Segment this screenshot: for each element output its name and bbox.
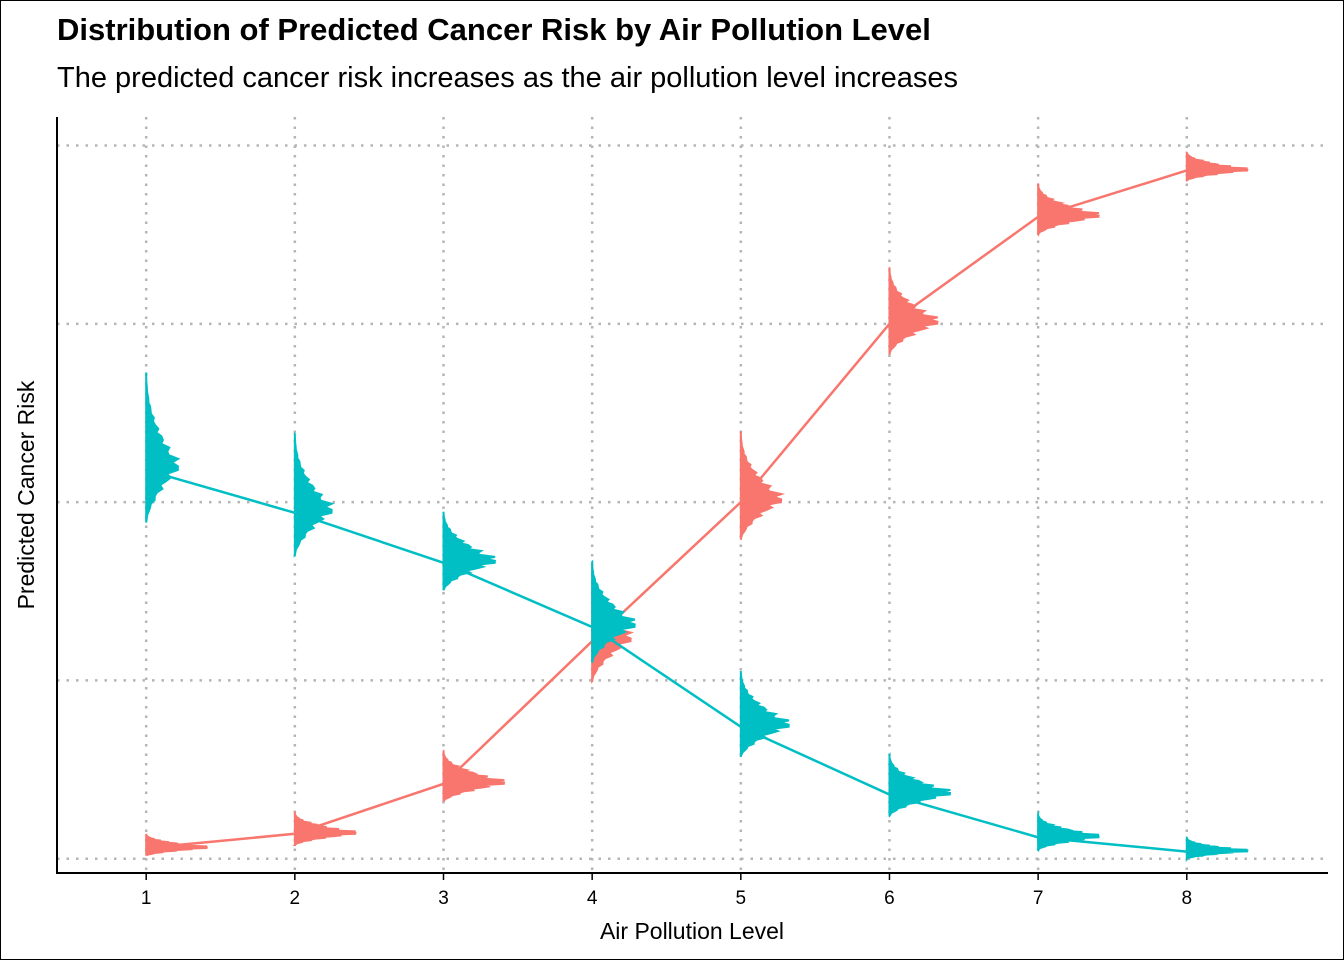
- x-tick-label: 1: [141, 888, 152, 909]
- x-tick-label: 5: [736, 888, 747, 909]
- distribution-shape: [1036, 183, 1100, 237]
- distribution-shape: [1036, 813, 1100, 853]
- distribution-shape: [145, 372, 181, 523]
- x-tick-label: 4: [587, 888, 598, 909]
- x-axis-label: Air Pollution Level: [600, 918, 784, 944]
- x-tick-label: 6: [884, 888, 895, 909]
- distribution-shape: [888, 267, 939, 356]
- series-layer: [145, 151, 1249, 863]
- distribution-shape: [739, 670, 790, 758]
- x-tick-label: 8: [1181, 888, 1192, 909]
- distribution-shape: [1185, 151, 1249, 182]
- x-ticks: 1 2 3 4 5 6 7 8: [141, 873, 1192, 909]
- chart-subtitle: The predicted cancer risk increases as t…: [57, 62, 959, 94]
- series-2: [145, 372, 1249, 863]
- distribution-shape: [888, 752, 952, 818]
- x-tick-label: 7: [1033, 888, 1044, 909]
- x-tick-label: 3: [438, 888, 449, 909]
- gridlines: [57, 117, 1328, 873]
- distribution-shape: [292, 811, 357, 847]
- axes: [56, 117, 1328, 874]
- distribution-shape: [591, 559, 636, 664]
- chart-title: Distribution of Predicted Cancer Risk by…: [57, 12, 931, 47]
- distribution-shape: [145, 833, 209, 857]
- series-1: [145, 151, 1249, 857]
- distribution-shape: [442, 749, 506, 802]
- x-tick-label: 2: [290, 888, 301, 909]
- distribution-shape: [739, 431, 786, 541]
- distribution-shape: [293, 432, 335, 558]
- distribution-shape: [442, 511, 496, 591]
- distribution-shape: [1185, 836, 1249, 863]
- y-axis-label: Predicted Cancer Risk: [13, 380, 39, 609]
